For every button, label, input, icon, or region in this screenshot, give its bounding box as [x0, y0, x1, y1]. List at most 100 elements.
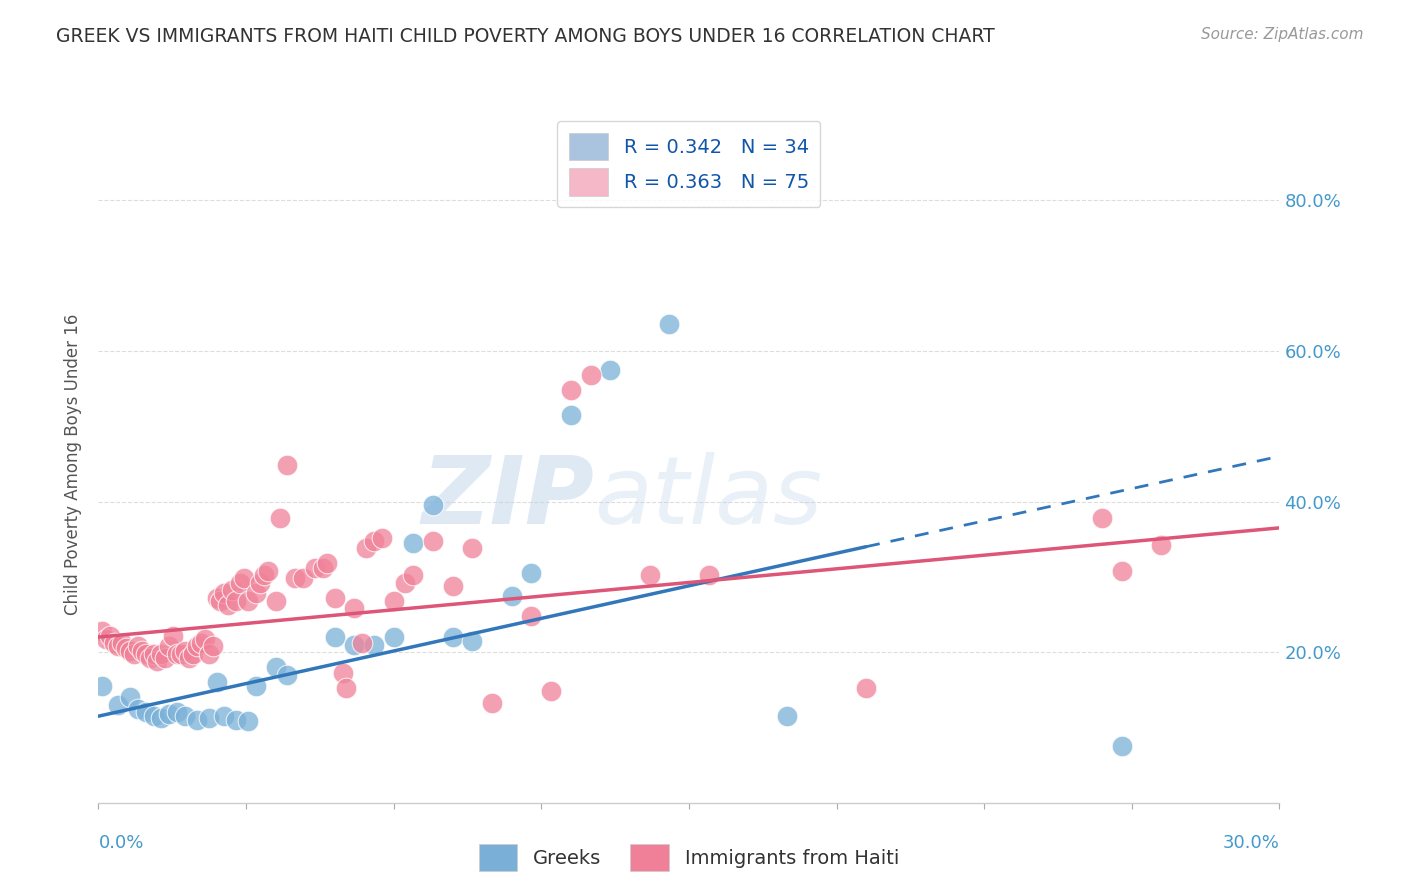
Point	[352, 636, 374, 650]
Point	[197, 647, 219, 661]
Point	[111, 636, 134, 650]
Point	[214, 586, 236, 600]
Text: 0.0%: 0.0%	[98, 834, 143, 852]
Point	[236, 594, 259, 608]
Text: ZIP: ZIP	[422, 451, 595, 544]
Point	[107, 698, 129, 712]
Point	[150, 647, 173, 661]
Point	[135, 647, 157, 661]
Point	[181, 647, 204, 661]
Point	[166, 706, 188, 720]
Point	[225, 594, 247, 608]
Point	[461, 633, 484, 648]
Point	[91, 624, 114, 638]
Point	[441, 579, 464, 593]
Point	[150, 711, 173, 725]
Point	[312, 561, 335, 575]
Point	[157, 706, 180, 721]
Point	[233, 571, 256, 585]
Point	[402, 536, 425, 550]
Point	[174, 643, 197, 657]
Point	[382, 630, 405, 644]
Point	[276, 458, 298, 473]
Point	[166, 647, 188, 661]
Point	[205, 591, 228, 605]
Point	[363, 533, 385, 548]
Point	[638, 568, 661, 582]
Legend: Greeks, Immigrants from Haiti: Greeks, Immigrants from Haiti	[468, 834, 910, 881]
Point	[236, 714, 259, 729]
Point	[1111, 739, 1133, 754]
Point	[304, 561, 326, 575]
Point	[253, 568, 276, 582]
Point	[354, 541, 377, 556]
Point	[115, 641, 138, 656]
Point	[332, 666, 354, 681]
Point	[776, 709, 799, 723]
Point	[658, 318, 681, 332]
Point	[343, 601, 366, 615]
Point	[131, 643, 153, 657]
Point	[209, 594, 232, 608]
Point	[142, 647, 165, 661]
Point	[155, 651, 177, 665]
Point	[1150, 538, 1173, 552]
Point	[138, 651, 160, 665]
Point	[335, 681, 357, 696]
Point	[292, 571, 315, 585]
Point	[127, 701, 149, 715]
Point	[461, 541, 484, 556]
Point	[98, 629, 121, 643]
Point	[170, 647, 193, 661]
Point	[249, 575, 271, 590]
Point	[579, 368, 602, 382]
Point	[205, 675, 228, 690]
Point	[560, 408, 582, 422]
Y-axis label: Child Poverty Among Boys Under 16: Child Poverty Among Boys Under 16	[65, 313, 83, 615]
Point	[599, 362, 621, 376]
Point	[135, 706, 157, 720]
Point	[343, 638, 366, 652]
Point	[855, 681, 877, 696]
Point	[269, 511, 291, 525]
Point	[221, 583, 243, 598]
Point	[697, 568, 720, 582]
Point	[323, 630, 346, 644]
Point	[560, 383, 582, 397]
Point	[1111, 564, 1133, 578]
Point	[142, 709, 165, 723]
Point	[190, 636, 212, 650]
Point	[146, 654, 169, 668]
Point	[394, 575, 416, 590]
Point	[284, 571, 307, 585]
Point	[422, 533, 444, 548]
Point	[441, 630, 464, 644]
Point	[157, 639, 180, 653]
Point	[197, 711, 219, 725]
Text: Source: ZipAtlas.com: Source: ZipAtlas.com	[1201, 27, 1364, 42]
Point	[177, 651, 200, 665]
Point	[103, 636, 125, 650]
Point	[96, 632, 118, 646]
Point	[127, 639, 149, 653]
Point	[402, 568, 425, 582]
Point	[245, 586, 267, 600]
Point	[174, 709, 197, 723]
Point	[422, 498, 444, 512]
Point	[315, 556, 337, 570]
Text: GREEK VS IMMIGRANTS FROM HAITI CHILD POVERTY AMONG BOYS UNDER 16 CORRELATION CHA: GREEK VS IMMIGRANTS FROM HAITI CHILD POV…	[56, 27, 995, 45]
Point	[363, 638, 385, 652]
Point	[118, 690, 141, 705]
Point	[276, 667, 298, 681]
Point	[520, 566, 543, 580]
Point	[501, 589, 523, 603]
Point	[186, 639, 208, 653]
Point	[162, 629, 184, 643]
Point	[107, 639, 129, 653]
Point	[229, 575, 252, 590]
Point	[201, 639, 224, 653]
Point	[481, 697, 503, 711]
Point	[1091, 511, 1114, 525]
Point	[214, 709, 236, 723]
Point	[122, 647, 145, 661]
